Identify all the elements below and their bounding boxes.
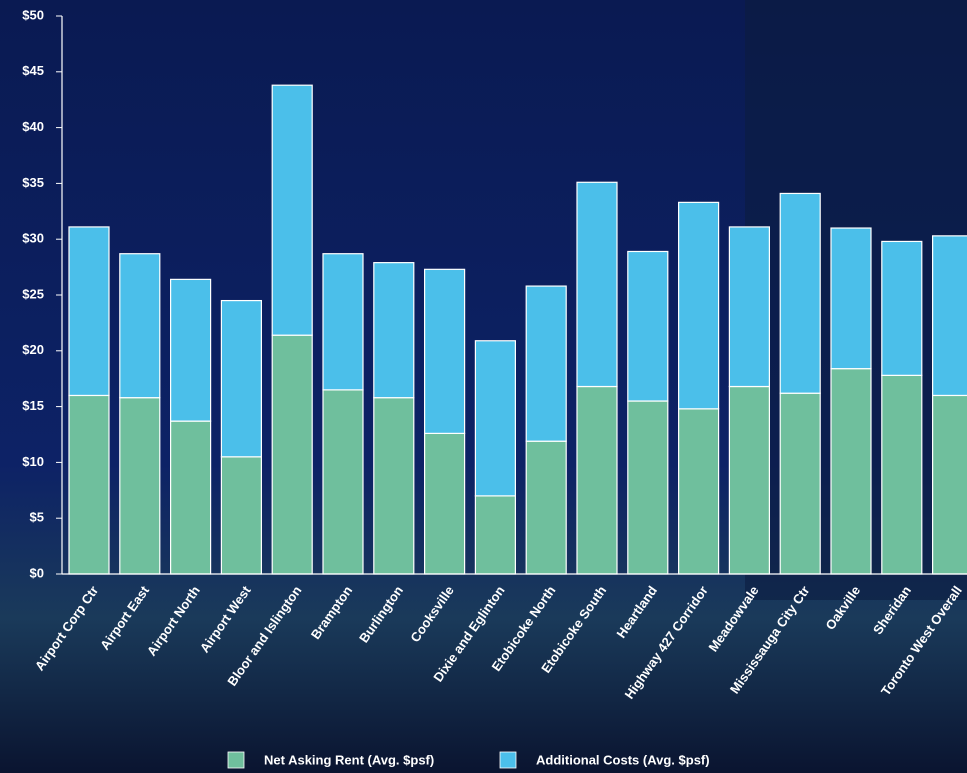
bar-segment [170,278,212,422]
bar-segment [271,84,313,336]
y-tick-label: $25 [22,286,44,301]
bar-segment [779,392,821,575]
y-tick-label: $50 [22,7,44,22]
bar-segment [220,299,262,458]
bar-segment [424,432,466,575]
bar-segment [677,201,720,410]
y-tick-label: $0 [30,565,44,580]
bar-segment [525,285,567,442]
bar-segment [728,226,771,388]
bar-segment [576,385,618,575]
bar-segment [322,253,364,391]
bar-segment [474,495,516,575]
bar-segment [322,389,364,575]
bar-segment [830,227,872,370]
bar-segment [271,334,313,575]
y-tick-label: $30 [22,231,44,246]
bar-segment [931,235,967,397]
bar-segment [373,262,415,399]
bar-segment [119,397,161,575]
bar-segment [881,374,923,575]
bar-segment [220,456,262,575]
bar-segment [525,440,567,575]
bar-segment [881,240,923,376]
y-tick-label: $40 [22,119,44,134]
bar-segment [779,192,821,394]
y-tick-label: $45 [22,63,44,78]
legend-label: Net Asking Rent (Avg. $psf) [264,752,434,767]
bar-segment [373,397,415,575]
y-tick-label: $5 [30,510,44,525]
legend-swatch [227,751,245,769]
bar-segment [576,181,618,388]
bar-segment [119,253,161,399]
bar-segment [627,400,669,575]
bar-segment [830,368,872,575]
bar-segment [627,250,669,402]
bar-segment [728,385,771,575]
legend-swatch [499,751,517,769]
bar-segment [677,408,720,575]
bar-segment [931,394,967,575]
legend-label: Additional Costs (Avg. $psf) [536,752,710,767]
bar-segment [474,340,516,497]
bar-segment [424,268,466,434]
bar-segment [68,226,110,397]
bar-segment [170,420,212,575]
y-tick-label: $15 [22,398,44,413]
y-tick-label: $20 [22,342,44,357]
y-tick-label: $10 [22,454,44,469]
y-tick-label: $35 [22,175,44,190]
bar-segment [68,394,110,575]
